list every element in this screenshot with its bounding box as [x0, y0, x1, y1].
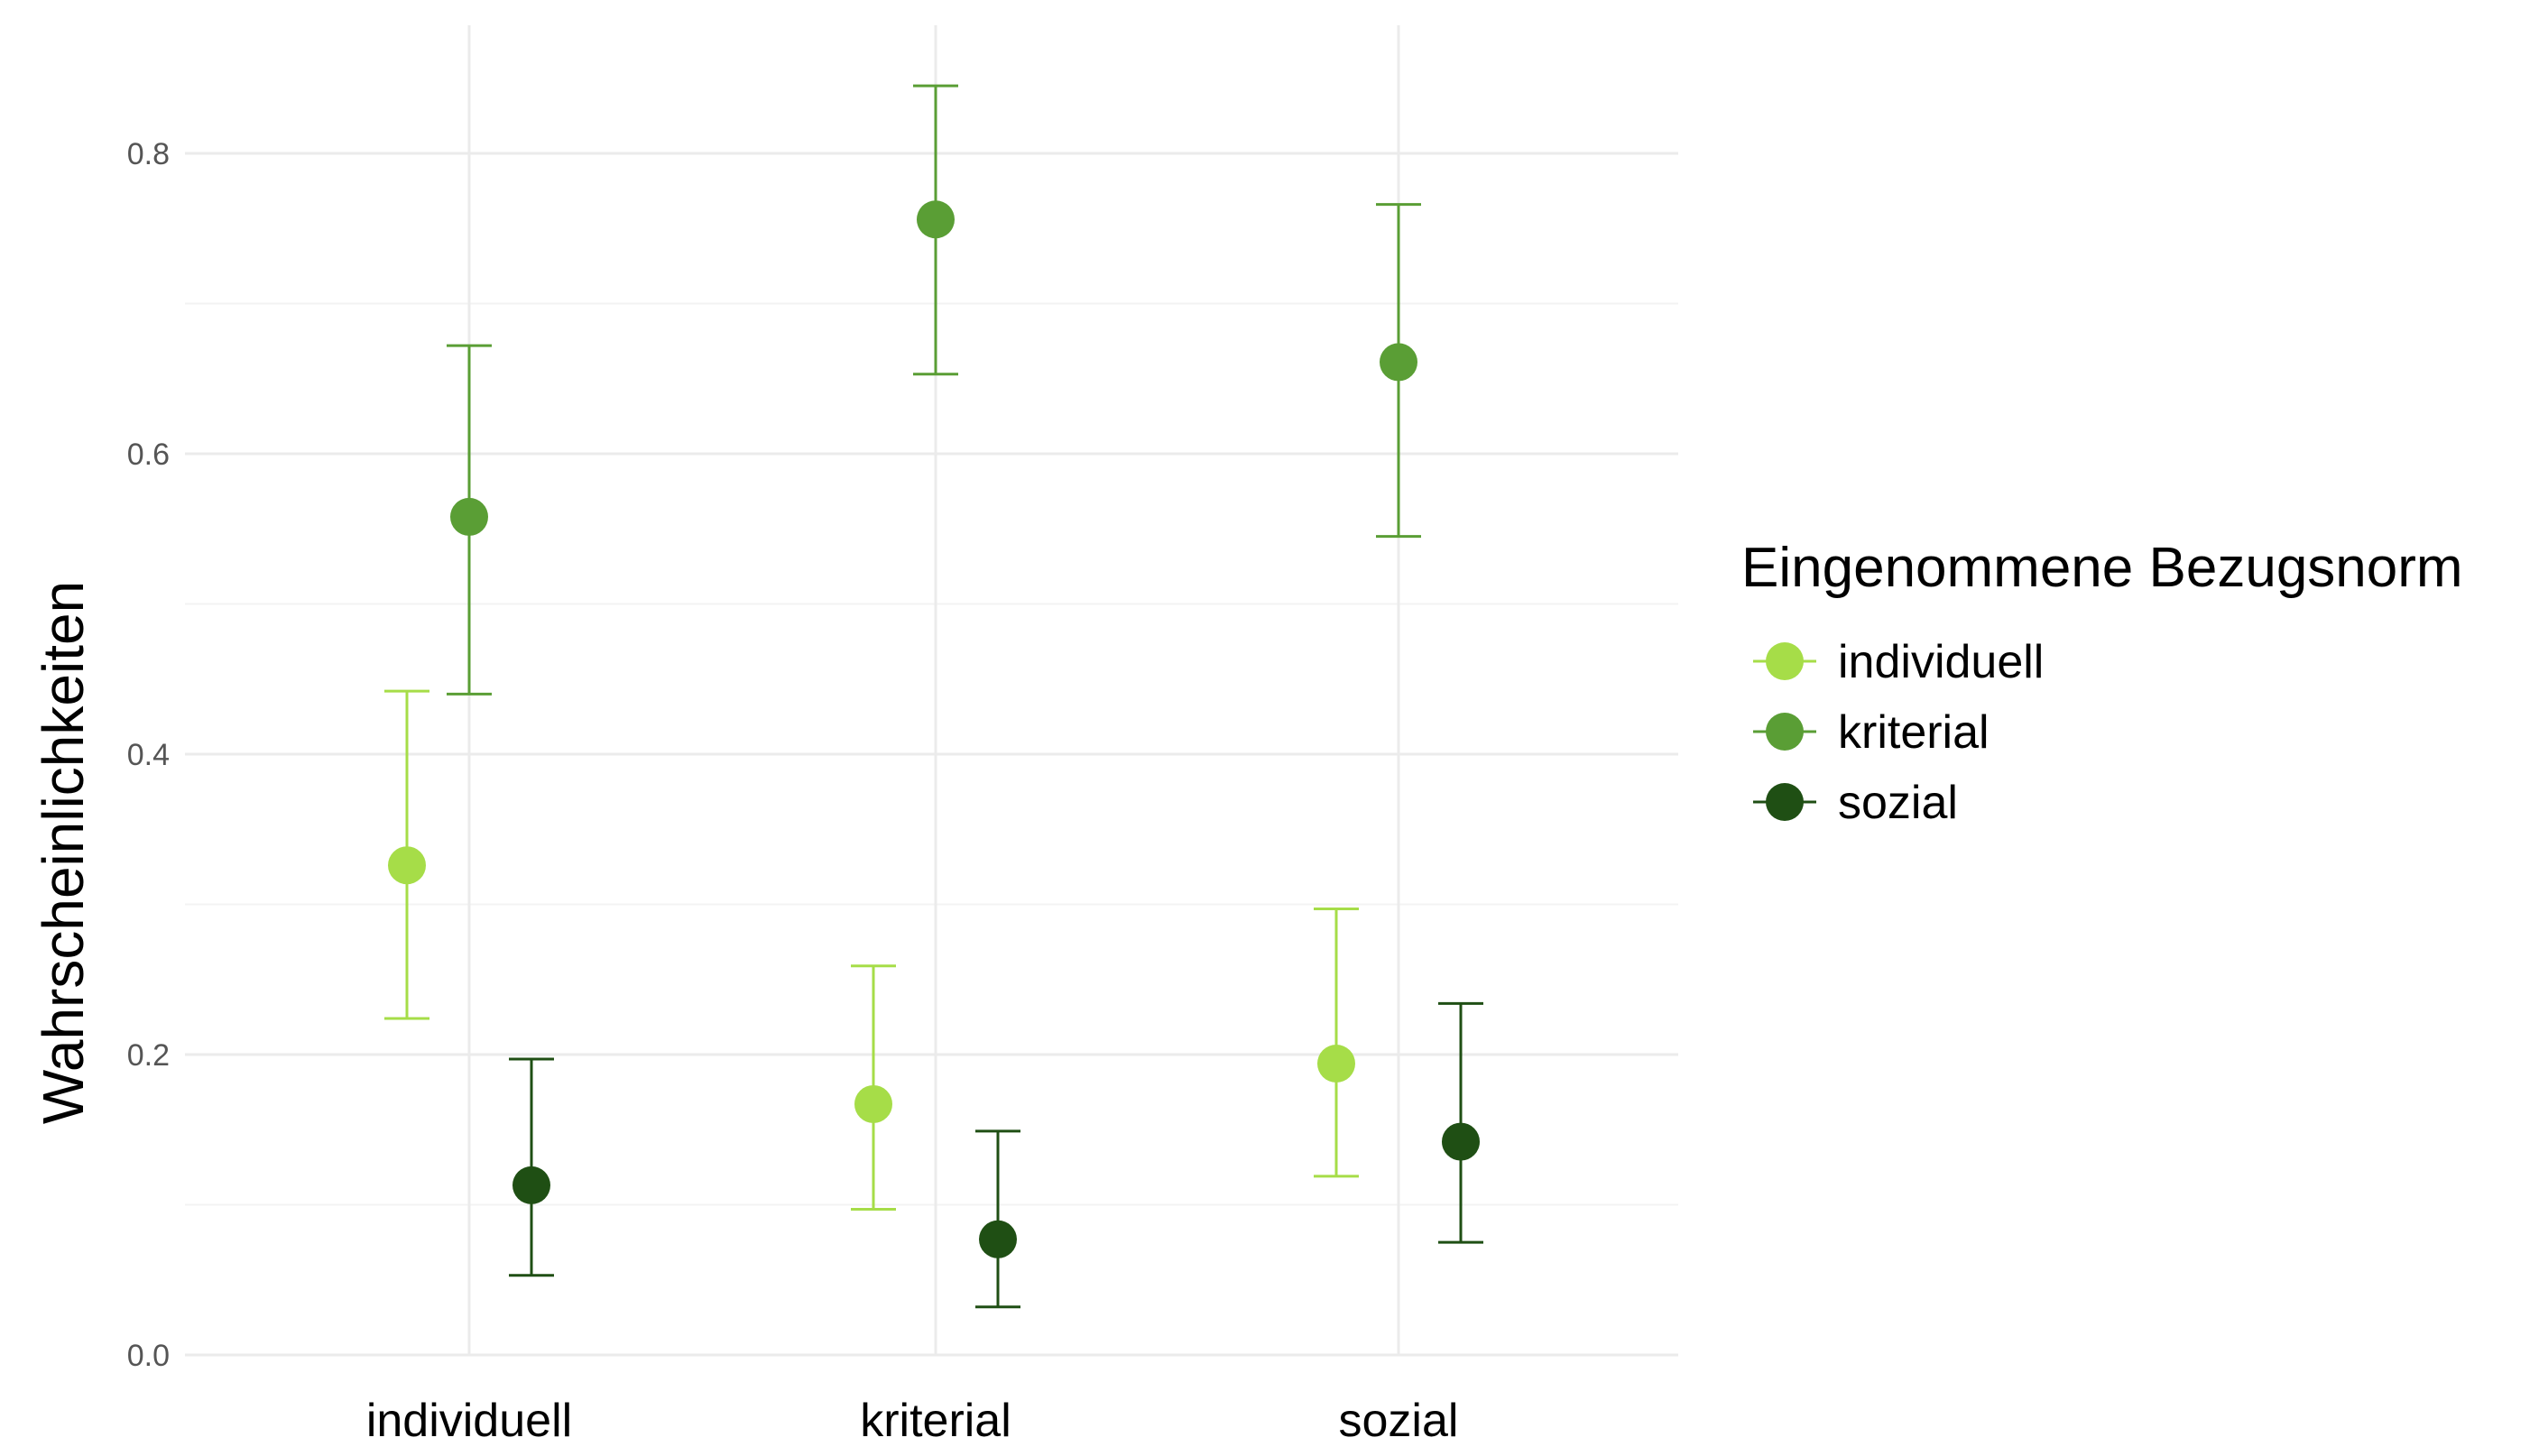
legend: Eingenommene Bezugsnorm individuell krite…	[1741, 537, 2463, 829]
legend-label: kriterial	[1838, 706, 1990, 759]
data-point	[512, 1166, 550, 1204]
legend-items: individuell kriterial sozial	[1753, 636, 2044, 829]
legend-key-dot	[1766, 642, 1804, 680]
series-sozial	[509, 1001, 1483, 1309]
legend-title: Eingenommene Bezugsnorm	[1741, 537, 2463, 599]
series-kriterial	[447, 84, 1421, 696]
data-point	[450, 497, 488, 536]
y-axis-title: Wahrscheinlichkeiten	[31, 581, 96, 1124]
x-tick-label: kriterial	[860, 1395, 1011, 1447]
data-point	[1380, 343, 1417, 382]
y-tick-label: 0.0	[127, 1339, 170, 1373]
data-point	[917, 200, 955, 239]
plot-marks	[384, 84, 1483, 1309]
y-axis-ticks: 0.0 0.2 0.4 0.6 0.8	[127, 137, 170, 1373]
legend-item-kriterial: kriterial	[1753, 706, 1990, 759]
x-tick-label: individuell	[366, 1395, 572, 1447]
legend-key-dot	[1766, 713, 1804, 751]
y-tick-label: 0.2	[127, 1038, 170, 1073]
y-tick-label: 0.6	[127, 438, 170, 472]
legend-label: sozial	[1838, 777, 1958, 829]
data-point	[1317, 1044, 1355, 1083]
legend-label: individuell	[1838, 636, 2044, 688]
data-point	[979, 1220, 1017, 1258]
data-point	[1442, 1122, 1480, 1161]
y-tick-label: 0.4	[127, 738, 170, 772]
legend-item-individuell: individuell	[1753, 636, 2044, 688]
series-individuell	[384, 689, 1359, 1211]
y-tick-label: 0.8	[127, 137, 170, 171]
legend-item-sozial: sozial	[1753, 777, 1958, 829]
x-axis-ticks: individuell kriterial sozial	[366, 1395, 1459, 1447]
x-tick-label: sozial	[1339, 1395, 1459, 1447]
legend-key-dot	[1766, 783, 1804, 821]
data-point	[388, 846, 426, 885]
data-point	[854, 1084, 892, 1123]
